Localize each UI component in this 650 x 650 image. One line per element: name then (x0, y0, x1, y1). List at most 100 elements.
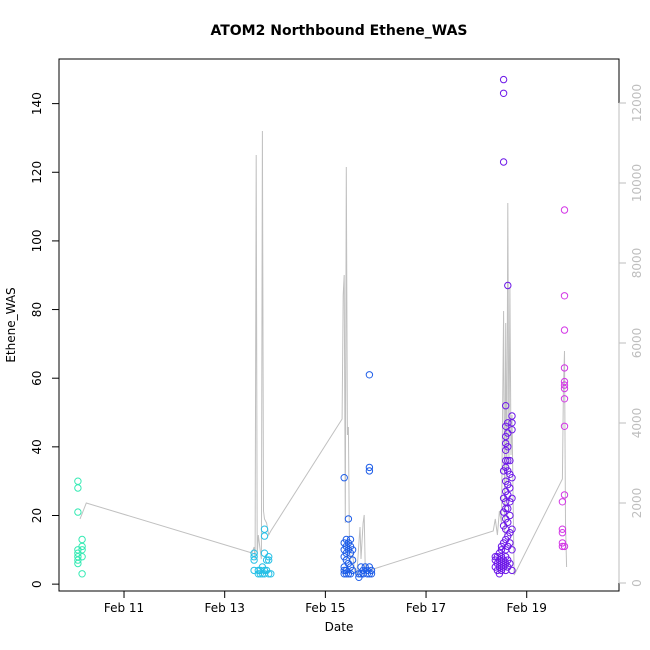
data-point (560, 395, 569, 403)
y-axis-right: 0 2000 4000 6000 8000 10000 12000 (618, 84, 644, 587)
data-point (348, 556, 357, 564)
x-axis: Feb 11 Feb 13 Feb 15 Feb 17 Feb 19 (104, 590, 547, 615)
data-point (504, 281, 512, 290)
data-point (506, 484, 514, 492)
y-tick-label-left: 80 (30, 302, 44, 317)
y-tick-label-right: 10000 (630, 164, 644, 202)
y-tick-label-left: 120 (30, 161, 44, 184)
data-point (506, 559, 514, 568)
data-point (508, 546, 516, 554)
data-point (504, 456, 512, 465)
y-tick-label-left: 20 (30, 508, 44, 523)
y-tick-label-left: 0 (30, 580, 44, 588)
data-point (265, 570, 273, 578)
y-tick-label-left: 140 (30, 92, 44, 115)
data-point (344, 515, 353, 523)
data-point (346, 535, 355, 544)
data-point (78, 553, 86, 561)
data-point (365, 463, 374, 472)
x-tick-label: Feb 19 (507, 601, 547, 615)
x-tick-label: Feb 11 (104, 601, 144, 615)
data-point (506, 511, 514, 520)
x-tick-label: Feb 17 (406, 601, 446, 615)
data-point (74, 477, 82, 485)
data-point (499, 89, 508, 98)
y-tick-label-left: 60 (30, 371, 44, 386)
data-point (560, 384, 569, 393)
right-axis-line-series (79, 130, 568, 577)
data-point (508, 474, 516, 482)
data-point (502, 504, 510, 513)
data-point (365, 371, 374, 379)
data-point (506, 456, 514, 465)
data-point (508, 419, 516, 427)
data-point (560, 381, 569, 389)
data-point (260, 549, 269, 557)
data-point (508, 426, 516, 434)
data-point (367, 566, 376, 575)
data-point (499, 75, 508, 84)
data-point (560, 542, 569, 551)
data-point (508, 525, 516, 533)
data-point (74, 484, 82, 492)
data-point (560, 377, 569, 386)
data-point (497, 546, 506, 554)
data-point (78, 546, 86, 554)
data-point (267, 570, 275, 578)
x-tick-label: Feb 13 (205, 601, 245, 615)
scatter-points (74, 75, 569, 581)
data-point (78, 535, 86, 544)
plot-frame (58, 58, 620, 592)
data-point (508, 566, 516, 575)
y-tick-label-right: 8000 (630, 248, 644, 279)
y-tick-label-right: 2000 (630, 488, 644, 519)
data-point (504, 419, 512, 427)
data-point (558, 529, 567, 537)
data-point (365, 467, 374, 475)
data-point (250, 556, 258, 564)
data-point (560, 206, 569, 214)
y-axis-left: 0 20 40 60 80 100 120 140 (30, 92, 60, 588)
y-tick-label-left: 40 (30, 439, 44, 454)
x-tick-label: Feb 15 (305, 601, 345, 615)
data-point (367, 570, 376, 578)
data-point (504, 443, 512, 451)
data-point (260, 532, 269, 540)
data-point (560, 292, 569, 300)
data-point (340, 474, 348, 482)
data-point (504, 504, 512, 513)
y-tick-label-right: 12000 (630, 84, 644, 122)
data-point (342, 570, 350, 578)
data-point (508, 494, 516, 502)
data-point (558, 498, 567, 506)
data-point (560, 364, 569, 372)
data-point (499, 158, 508, 166)
data-point (348, 566, 357, 575)
data-point (74, 559, 82, 568)
chart-title: ATOM2 Northbound Ethene_WAS (210, 23, 467, 39)
y-tick-label-left: 100 (30, 229, 44, 252)
data-point (250, 553, 258, 561)
data-point (558, 525, 567, 533)
y-tick-label-right: 4000 (630, 408, 644, 439)
data-point (265, 553, 273, 561)
data-point (560, 422, 569, 430)
data-point (560, 326, 569, 334)
data-point (558, 542, 567, 551)
y-tick-label-right: 0 (630, 579, 644, 587)
data-point (502, 402, 510, 410)
y-axis-label: Ethene_WAS (4, 287, 18, 362)
data-point (560, 491, 569, 499)
data-point (74, 508, 82, 516)
data-point (504, 518, 512, 527)
data-point (260, 525, 269, 533)
data-point (78, 542, 86, 551)
y-tick-label-right: 6000 (630, 328, 644, 359)
data-point (265, 556, 273, 564)
data-point (78, 570, 86, 578)
data-point (348, 546, 357, 554)
x-axis-label: Date (325, 620, 354, 634)
data-point (506, 539, 514, 547)
line-series-path (79, 130, 568, 577)
